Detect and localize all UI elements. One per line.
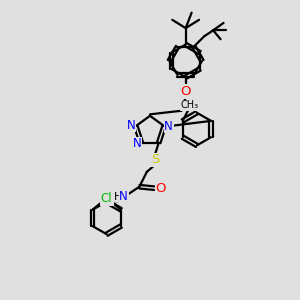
Text: N: N	[132, 137, 141, 150]
Text: N: N	[164, 120, 173, 133]
Text: O: O	[180, 85, 191, 98]
Text: N: N	[127, 119, 136, 132]
Text: N: N	[119, 190, 128, 203]
Text: S: S	[151, 153, 159, 167]
Text: O: O	[156, 182, 166, 195]
Text: CH₃: CH₃	[180, 100, 198, 110]
Text: H: H	[113, 191, 122, 202]
Text: Cl: Cl	[102, 192, 113, 205]
Text: Cl: Cl	[100, 192, 112, 205]
